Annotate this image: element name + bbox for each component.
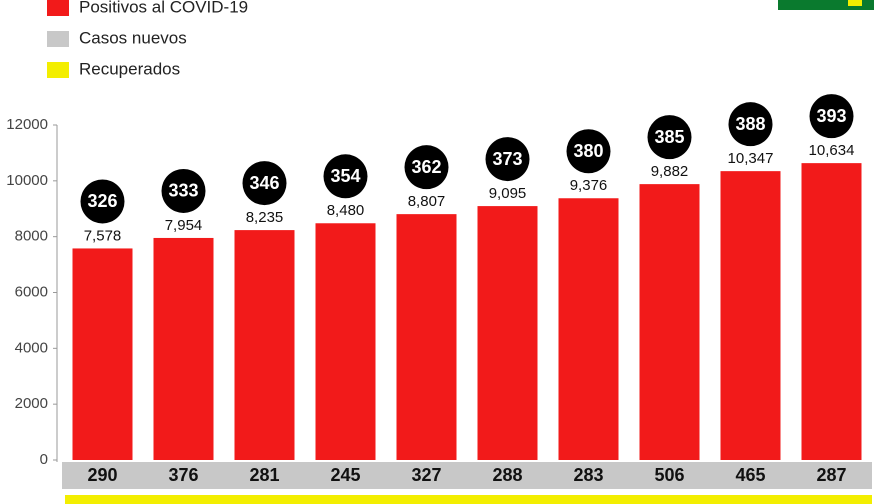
value-label: 9,095 [489, 185, 527, 202]
badge [647, 115, 692, 160]
badge-label: 346 [249, 173, 279, 193]
y-tick-label: 12000 [6, 116, 48, 133]
y-tick-label: 6000 [15, 283, 48, 300]
badge-label: 362 [411, 157, 441, 177]
bar [558, 198, 619, 460]
badge-label: 380 [573, 141, 603, 161]
badge [809, 94, 854, 139]
badge-label: 333 [168, 181, 198, 201]
bar [72, 248, 133, 460]
legend-swatch [47, 62, 69, 78]
badge-label: 354 [330, 166, 360, 186]
bar [639, 184, 700, 460]
legend-swatch [47, 0, 69, 16]
bar [153, 237, 214, 460]
badge [566, 129, 611, 174]
bar [234, 230, 295, 460]
new-cases-label: 465 [735, 465, 765, 485]
bar [396, 214, 457, 460]
legend-swatch [47, 31, 69, 47]
badge-label: 326 [87, 191, 117, 211]
new-cases-label: 376 [168, 465, 198, 485]
y-tick-label: 10000 [6, 172, 48, 189]
badge-label: 393 [816, 106, 846, 126]
badge [728, 102, 773, 147]
y-tick-label: 2000 [15, 395, 48, 412]
new-cases-label: 506 [654, 465, 684, 485]
badge [161, 168, 206, 213]
badge-label: 385 [654, 127, 684, 147]
value-label: 8,235 [246, 209, 284, 226]
value-label: 9,882 [651, 163, 689, 180]
bar [477, 206, 538, 460]
value-label: 10,347 [728, 150, 774, 167]
new-cases-label: 287 [816, 465, 846, 485]
badge [404, 145, 449, 190]
new-cases-strip [62, 462, 872, 489]
bar [720, 171, 781, 461]
value-label: 9,376 [570, 177, 608, 194]
value-label: 10,634 [809, 142, 855, 159]
legend-label: Positivos al COVID-19 [79, 0, 248, 16]
bar [315, 223, 376, 460]
new-cases-label: 288 [492, 465, 522, 485]
new-cases-label: 245 [330, 465, 360, 485]
badge [80, 179, 125, 224]
badge [242, 161, 287, 206]
y-tick-label: 4000 [15, 339, 48, 356]
logo-box [778, 0, 874, 10]
value-label: 8,807 [408, 193, 446, 210]
y-tick-label: 8000 [15, 228, 48, 245]
recovered-strip [65, 495, 872, 504]
legend-label: Casos nuevos [79, 28, 187, 47]
badge-label: 373 [492, 149, 522, 169]
bar [801, 163, 862, 461]
new-cases-label: 290 [87, 465, 117, 485]
new-cases-label: 281 [249, 465, 279, 485]
value-label: 7,954 [165, 217, 203, 234]
badge-label: 388 [735, 114, 765, 134]
logo-mark [848, 0, 862, 6]
badge [323, 154, 368, 199]
badge [485, 137, 530, 182]
value-label: 7,578 [84, 227, 122, 244]
new-cases-label: 327 [411, 465, 441, 485]
value-label: 8,480 [327, 202, 365, 219]
legend-label: Recuperados [79, 59, 180, 78]
y-tick-label: 0 [40, 451, 48, 468]
new-cases-label: 283 [573, 465, 603, 485]
